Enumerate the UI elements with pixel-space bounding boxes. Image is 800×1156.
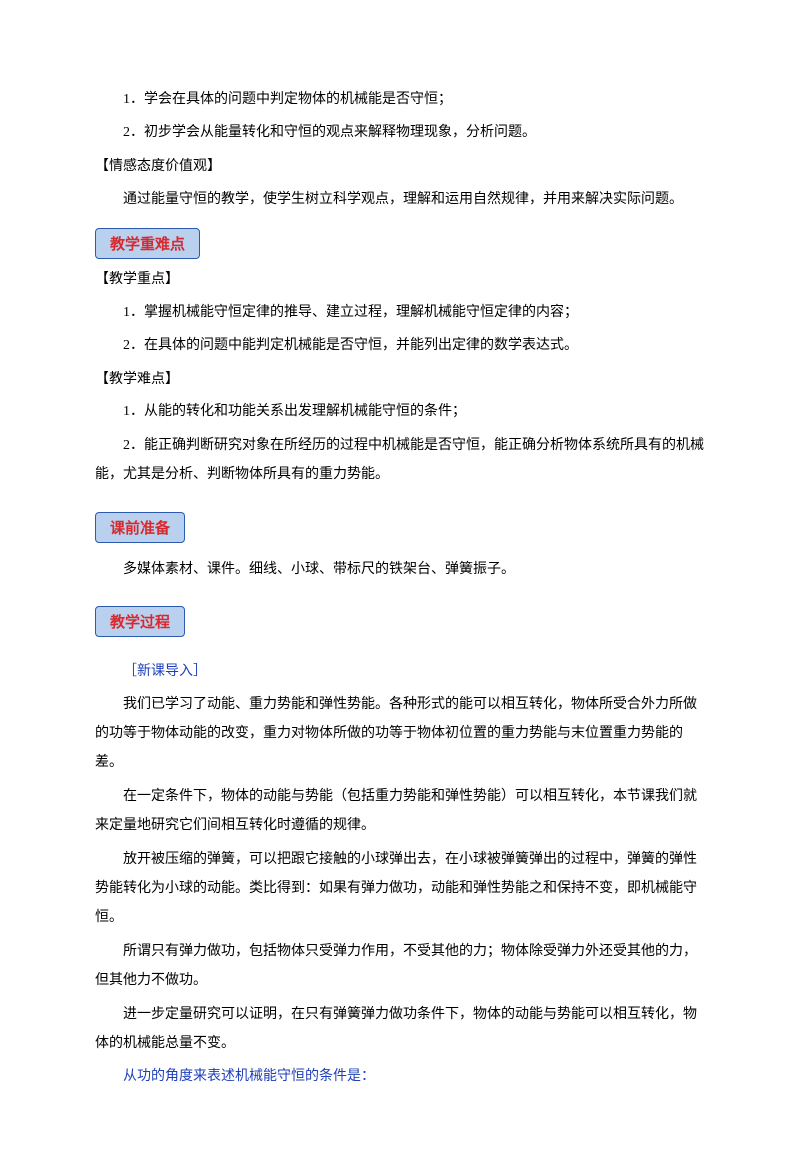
- spacer: [95, 547, 705, 555]
- process-para-3: 放开被压缩的弹簧，可以把跟它接触的小球弹出去，在小球被弹簧弹出的过程中，弹簧的弹…: [95, 845, 705, 933]
- focus-key-heading: 【教学重点】: [95, 265, 705, 296]
- focus-hard-item-1: 1．从能的转化和功能关系出发理解机械能守恒的条件；: [95, 397, 705, 426]
- blue-condition-line: 从功的角度来表述机械能守恒的条件是：: [95, 1062, 705, 1091]
- intro-label: ［新课导入］: [95, 657, 705, 688]
- spacer: [95, 641, 705, 649]
- process-para-5: 进一步定量研究可以证明，在只有弹簧弹力做功条件下，物体的动能与势能可以相互转化，…: [95, 1000, 705, 1059]
- tag-prep: 课前准备: [95, 512, 185, 543]
- process-para-2: 在一定条件下，物体的动能与势能（包括重力势能和弹性势能）可以相互转化，本节课我们…: [95, 782, 705, 841]
- intro-item-2: 2．初步学会从能量转化和守恒的观点来解释物理现象，分析问题。: [95, 118, 705, 147]
- focus-hard-heading: 【教学难点】: [95, 365, 705, 396]
- prep-paragraph: 多媒体素材、课件。细线、小球、带标尺的铁架台、弹簧振子。: [95, 555, 705, 584]
- document-page: 1．学会在具体的问题中判定物体的机械能是否守恒； 2．初步学会从能量转化和守恒的…: [0, 0, 800, 1156]
- spacer: [95, 494, 705, 502]
- intro-item-1: 1．学会在具体的问题中判定物体的机械能是否守恒；: [95, 85, 705, 114]
- spacer: [95, 588, 705, 596]
- focus-key-item-2: 2．在具体的问题中能判定机械能是否守恒，并能列出定律的数学表达式。: [95, 331, 705, 360]
- focus-key-item-1: 1．掌握机械能守恒定律的推导、建立过程，理解机械能守恒定律的内容；: [95, 298, 705, 327]
- tag-focus: 教学重难点: [95, 228, 200, 259]
- value-paragraph: 通过能量守恒的教学，使学生树立科学观点，理解和运用自然规律，并用来解决实际问题。: [95, 185, 705, 214]
- tag-process: 教学过程: [95, 606, 185, 637]
- focus-hard-item-2: 2．能正确判断研究对象在所经历的过程中机械能是否守恒，能正确分析物体系统所具有的…: [95, 431, 705, 490]
- value-heading: 【情感态度价值观】: [95, 152, 705, 183]
- process-para-4: 所谓只有弹力做功，包括物体只受弹力作用，不受其他的力；物体除受弹力外还受其他的力…: [95, 937, 705, 996]
- process-para-1: 我们已学习了动能、重力势能和弹性势能。各种形式的能可以相互转化，物体所受合外力所…: [95, 690, 705, 778]
